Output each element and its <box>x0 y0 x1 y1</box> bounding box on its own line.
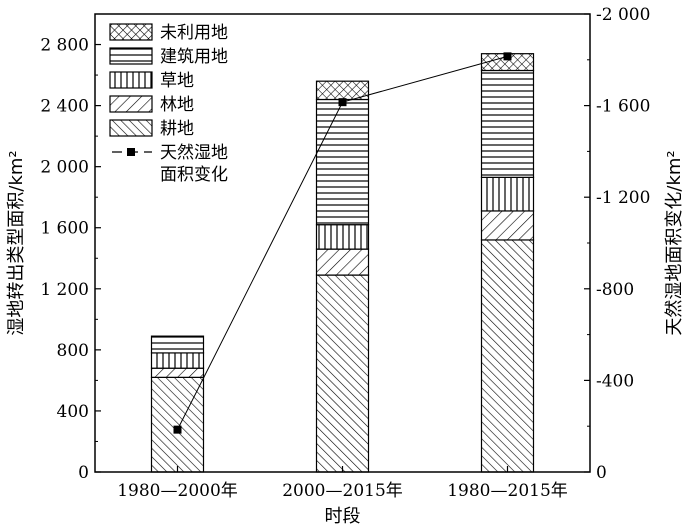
wetland-change-line <box>173 52 512 434</box>
x-axis-title: 时段 <box>325 506 361 527</box>
legend-item-line: 天然湿地面积变化 <box>112 143 228 185</box>
legend-line-marker <box>127 148 135 156</box>
legend-label: 耕地 <box>160 119 194 139</box>
x-category-label: 2000—2015年 <box>282 481 403 501</box>
bar-stack <box>150 335 205 473</box>
y-tick-label: 400 <box>57 402 89 422</box>
bar-segment <box>480 239 535 473</box>
x-axis-category-labels: 1980—2000年 2000—2015年 1980—2015年 <box>117 466 568 501</box>
bar-segment <box>150 376 205 473</box>
legend-label: 天然湿地面积变化 <box>160 143 228 185</box>
legend-item: 林地 <box>109 95 194 115</box>
right-y-axis-ticks: 0 -400 -800 -1 200 -1 600 -2 000 <box>584 5 650 483</box>
bar-segment <box>480 210 535 241</box>
y2-tick-label: -2 000 <box>596 5 650 25</box>
y-axis-title: 湿地转出类型面积/km² <box>6 150 27 335</box>
bar-segment <box>480 69 535 178</box>
legend-label: 建筑用地 <box>160 47 228 67</box>
left-y-axis-ticks: 0 400 800 1 200 1 600 2 000 2 400 2 800 <box>40 36 101 483</box>
legend-item: 草地 <box>109 71 194 91</box>
bar-segment <box>150 335 205 354</box>
legend-swatch <box>109 95 153 113</box>
y-tick-label: 1 200 <box>40 280 89 300</box>
plot-frame <box>94 13 591 473</box>
legend-label: 未利用地 <box>160 23 228 43</box>
legend-swatch <box>109 119 153 137</box>
y2-tick-label: -1 600 <box>596 97 650 117</box>
legend-swatch <box>109 47 153 65</box>
line-marker <box>503 52 512 61</box>
x-category-label: 1980—2000年 <box>117 481 238 501</box>
y-tick-label: 800 <box>57 341 89 361</box>
bar-stack <box>480 53 535 473</box>
line-marker <box>173 425 182 434</box>
legend-swatch <box>109 23 153 41</box>
y2-tick-label: -1 200 <box>596 188 650 208</box>
y2-tick-label: 0 <box>596 463 607 483</box>
legend-item: 建筑用地 <box>109 47 228 67</box>
y2-tick-label: -400 <box>596 371 634 391</box>
y-tick-label: 0 <box>78 463 89 483</box>
y-tick-label: 1 600 <box>40 219 89 239</box>
y-tick-label: 2 400 <box>40 97 89 117</box>
bar-stack <box>315 80 370 473</box>
legend-item: 耕地 <box>109 119 194 139</box>
legend-item: 未利用地 <box>109 23 228 43</box>
bar-segment <box>315 274 370 473</box>
y2-axis-title: 天然湿地面积变化/km² <box>664 150 685 335</box>
y-tick-label: 2 000 <box>40 158 89 178</box>
bar-segment <box>480 176 535 212</box>
bar-segment <box>315 98 370 226</box>
legend-label: 草地 <box>160 71 194 91</box>
x-category-label: 1980—2015年 <box>447 481 568 501</box>
y2-tick-label: -800 <box>596 280 634 300</box>
bar-segment <box>150 352 205 369</box>
bar-stacks <box>150 53 535 473</box>
line-marker <box>338 98 347 107</box>
legend-swatch <box>109 71 153 89</box>
y-tick-label: 2 800 <box>40 36 89 56</box>
bar-segment <box>315 248 370 276</box>
bar-segment <box>150 367 205 378</box>
legend-label: 林地 <box>160 95 194 115</box>
bar-segment <box>315 224 370 250</box>
